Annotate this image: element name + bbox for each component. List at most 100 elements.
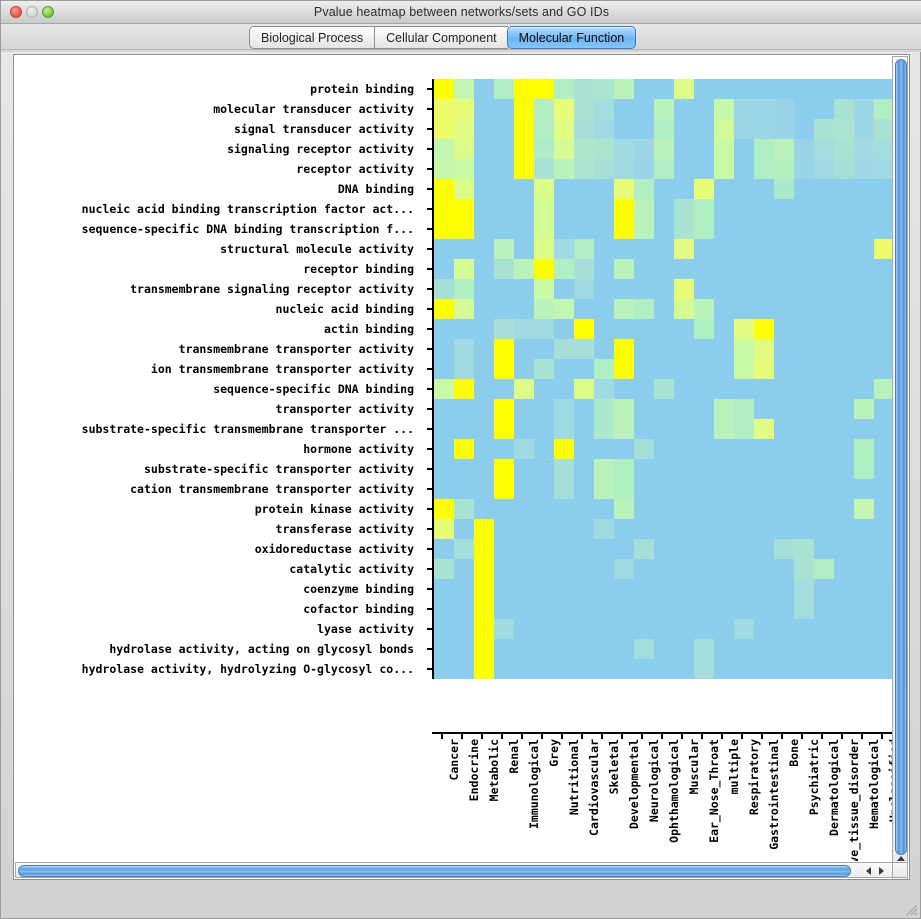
heatmap-cell[interactable] [454,179,474,199]
heatmap-cell[interactable] [494,639,514,659]
heatmap-cell[interactable] [554,199,574,219]
heatmap-cell[interactable] [874,339,893,359]
heatmap-cell[interactable] [474,239,494,259]
heatmap-cell[interactable] [834,379,854,399]
heatmap-cell[interactable] [494,299,514,319]
heatmap-cell[interactable] [854,79,874,99]
heatmap-cell[interactable] [794,479,814,499]
heatmap-cell[interactable] [654,339,674,359]
heatmap-cell[interactable] [794,259,814,279]
heatmap-cell[interactable] [814,79,834,99]
heatmap-cell[interactable] [494,619,514,639]
heatmap-cell[interactable] [434,399,454,419]
heatmap-cell[interactable] [874,139,893,159]
heatmap-cell[interactable] [434,339,454,359]
heatmap-cell[interactable] [534,499,554,519]
heatmap-cell[interactable] [854,559,874,579]
heatmap-cell[interactable] [614,579,634,599]
heatmap-cell[interactable] [634,439,654,459]
heatmap-cell[interactable] [594,539,614,559]
heatmap-cell[interactable] [874,79,893,99]
heatmap-cell[interactable] [594,279,614,299]
heatmap-cell[interactable] [534,179,554,199]
heatmap-cell[interactable] [714,659,734,679]
heatmap-cell[interactable] [634,179,654,199]
heatmap-cell[interactable] [834,459,854,479]
heatmap-cell[interactable] [854,619,874,639]
scroll-left-icon[interactable] [862,864,876,878]
heatmap-cell[interactable] [814,519,834,539]
heatmap-grid[interactable] [432,79,893,679]
heatmap-cell[interactable] [774,579,794,599]
heatmap-cell[interactable] [514,219,534,239]
heatmap-cell[interactable] [614,419,634,439]
heatmap-cell[interactable] [794,639,814,659]
heatmap-cell[interactable] [774,119,794,139]
heatmap-cell[interactable] [434,439,454,459]
heatmap-cell[interactable] [774,539,794,559]
heatmap-cell[interactable] [854,359,874,379]
heatmap-cell[interactable] [534,579,554,599]
heatmap-cell[interactable] [534,639,554,659]
heatmap-cell[interactable] [834,399,854,419]
heatmap-cell[interactable] [434,159,454,179]
heatmap-cell[interactable] [834,219,854,239]
heatmap-cell[interactable] [654,259,674,279]
heatmap-cell[interactable] [674,119,694,139]
heatmap-cell[interactable] [674,559,694,579]
heatmap-cell[interactable] [634,359,654,379]
heatmap-cell[interactable] [554,159,574,179]
heatmap-cell[interactable] [434,519,454,539]
heatmap-cell[interactable] [494,419,514,439]
heatmap-cell[interactable] [874,559,893,579]
heatmap-cell[interactable] [714,439,734,459]
heatmap-cell[interactable] [854,219,874,239]
heatmap-cell[interactable] [734,539,754,559]
heatmap-cell[interactable] [614,159,634,179]
heatmap-cell[interactable] [474,559,494,579]
heatmap-cell[interactable] [834,539,854,559]
heatmap-cell[interactable] [514,579,534,599]
heatmap-cell[interactable] [874,199,893,219]
heatmap-cell[interactable] [754,199,774,219]
heatmap-cell[interactable] [514,99,534,119]
heatmap-cell[interactable] [474,579,494,599]
heatmap-cell[interactable] [674,79,694,99]
heatmap-cell[interactable] [494,659,514,679]
heatmap-cell[interactable] [774,99,794,119]
heatmap-cell[interactable] [534,119,554,139]
heatmap-cell[interactable] [454,419,474,439]
heatmap-cell[interactable] [714,399,734,419]
heatmap-cell[interactable] [454,359,474,379]
heatmap-cell[interactable] [614,359,634,379]
heatmap-cell[interactable] [794,199,814,219]
resize-grip-icon[interactable] [904,902,918,916]
heatmap-cell[interactable] [674,199,694,219]
heatmap-cell[interactable] [614,199,634,219]
heatmap-cell[interactable] [554,119,574,139]
heatmap-cell[interactable] [474,539,494,559]
heatmap-cell[interactable] [834,259,854,279]
heatmap-cell[interactable] [734,219,754,239]
heatmap-cell[interactable] [514,439,534,459]
heatmap-cell[interactable] [734,459,754,479]
heatmap-cell[interactable] [754,639,774,659]
heatmap-cell[interactable] [614,239,634,259]
heatmap-cell[interactable] [754,599,774,619]
heatmap-cell[interactable] [634,299,654,319]
heatmap-cell[interactable] [814,99,834,119]
heatmap-cell[interactable] [874,159,893,179]
heatmap-cell[interactable] [774,359,794,379]
heatmap-cell[interactable] [834,639,854,659]
heatmap-cell[interactable] [654,299,674,319]
heatmap-cell[interactable] [834,619,854,639]
heatmap-cell[interactable] [594,259,614,279]
heatmap-cell[interactable] [754,139,774,159]
heatmap-cell[interactable] [654,159,674,179]
heatmap-cell[interactable] [454,339,474,359]
heatmap-cell[interactable] [454,99,474,119]
heatmap-cell[interactable] [814,279,834,299]
heatmap-cell[interactable] [834,199,854,219]
heatmap-cell[interactable] [534,79,554,99]
heatmap-cell[interactable] [614,519,634,539]
